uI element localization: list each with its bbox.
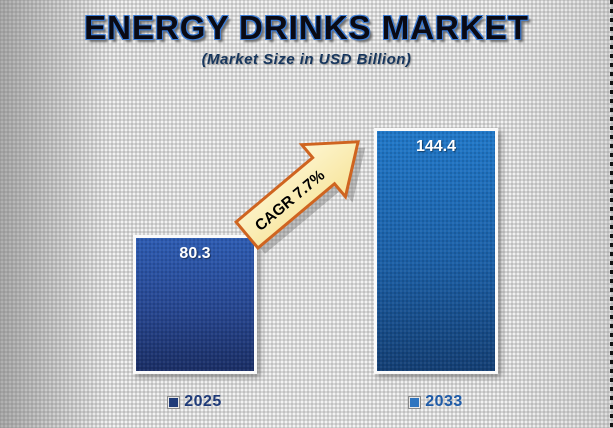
bar-2025: 80.3	[133, 235, 257, 374]
chart-title: ENERGY DRINKS MARKET	[84, 9, 529, 46]
chart-subtitle: (Market Size in USD Billion)	[201, 51, 412, 68]
cagr-arrow: CAGR 7.7%	[233, 140, 366, 254]
bar-value-label-2033: 144.4	[415, 138, 457, 155]
legend-label-2033: 2033	[425, 393, 463, 410]
legend-item-2033: 2033	[374, 393, 498, 411]
bar-value-label-2025: 80.3	[179, 245, 211, 262]
legend-swatch-2033-icon	[408, 395, 422, 409]
legend-swatch-2025-icon	[167, 395, 181, 409]
cagr-arrow-shape	[233, 140, 360, 251]
legend-item-2025: 2025	[133, 393, 257, 411]
right-edge-dashed-border	[610, 0, 613, 428]
legend-label-2025: 2025	[184, 393, 222, 410]
bar-2033: 144.4	[374, 128, 498, 374]
